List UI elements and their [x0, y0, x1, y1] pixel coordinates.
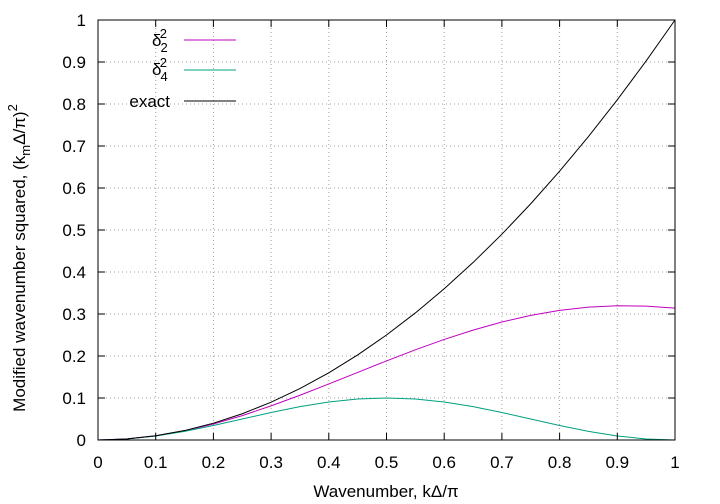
- ticks: [97, 19, 676, 441]
- x-tick-label: 0.4: [317, 453, 341, 472]
- legend-label-delta2: δ22: [152, 26, 168, 55]
- y-tick-label: 0.1: [62, 389, 86, 408]
- legend-entry-delta2: δ22: [152, 26, 236, 55]
- tick-labels: 0 0.1 0.2 0.3 0.4 0.5 0.6 0.7 0.8 0.9 1 0 0.1 0.2 0.3 0…: [62, 11, 679, 472]
- x-tick-label: 0.1: [144, 453, 168, 472]
- y-tick-label: 0.2: [62, 347, 86, 366]
- y-tick-label: 0: [77, 431, 86, 450]
- legend-label-delta4: δ42: [152, 55, 168, 84]
- x-tick-label: 0.7: [490, 453, 514, 472]
- y-tick-label: 0.8: [62, 95, 86, 114]
- legend-entry-exact: exact: [129, 92, 236, 111]
- legend: δ22 δ42 exact: [129, 26, 236, 111]
- y-axis-label: Modified wavenumber squared, (kmΔ/π)2: [5, 104, 33, 412]
- x-tick-label: 1: [670, 453, 679, 472]
- x-tick-label: 0.6: [432, 453, 456, 472]
- y-tick-label: 0.4: [62, 263, 86, 282]
- x-axis-label: Wavenumber, kΔ/π: [313, 482, 458, 501]
- y-tick-label: 0.6: [62, 179, 86, 198]
- x-tick-label: 0: [93, 453, 102, 472]
- y-tick-label: 0.9: [62, 53, 86, 72]
- x-tick-label: 0.3: [259, 453, 283, 472]
- x-tick-label: 0.9: [605, 453, 629, 472]
- series-layer: [97, 19, 676, 441]
- y-tick-label: 0.3: [62, 305, 86, 324]
- x-tick-label: 0.2: [202, 453, 226, 472]
- grid: [98, 20, 675, 440]
- y-tick-label: 1: [77, 11, 86, 30]
- x-tick-label: 0.8: [548, 453, 572, 472]
- y-tick-label: 0.7: [62, 137, 86, 156]
- series-delta4: [97, 397, 676, 441]
- legend-label-exact: exact: [129, 92, 170, 111]
- legend-entry-delta4: δ42: [152, 55, 236, 84]
- x-tick-label: 0.5: [375, 453, 399, 472]
- series-exact: [97, 19, 676, 441]
- y-tick-label: 0.5: [62, 221, 86, 240]
